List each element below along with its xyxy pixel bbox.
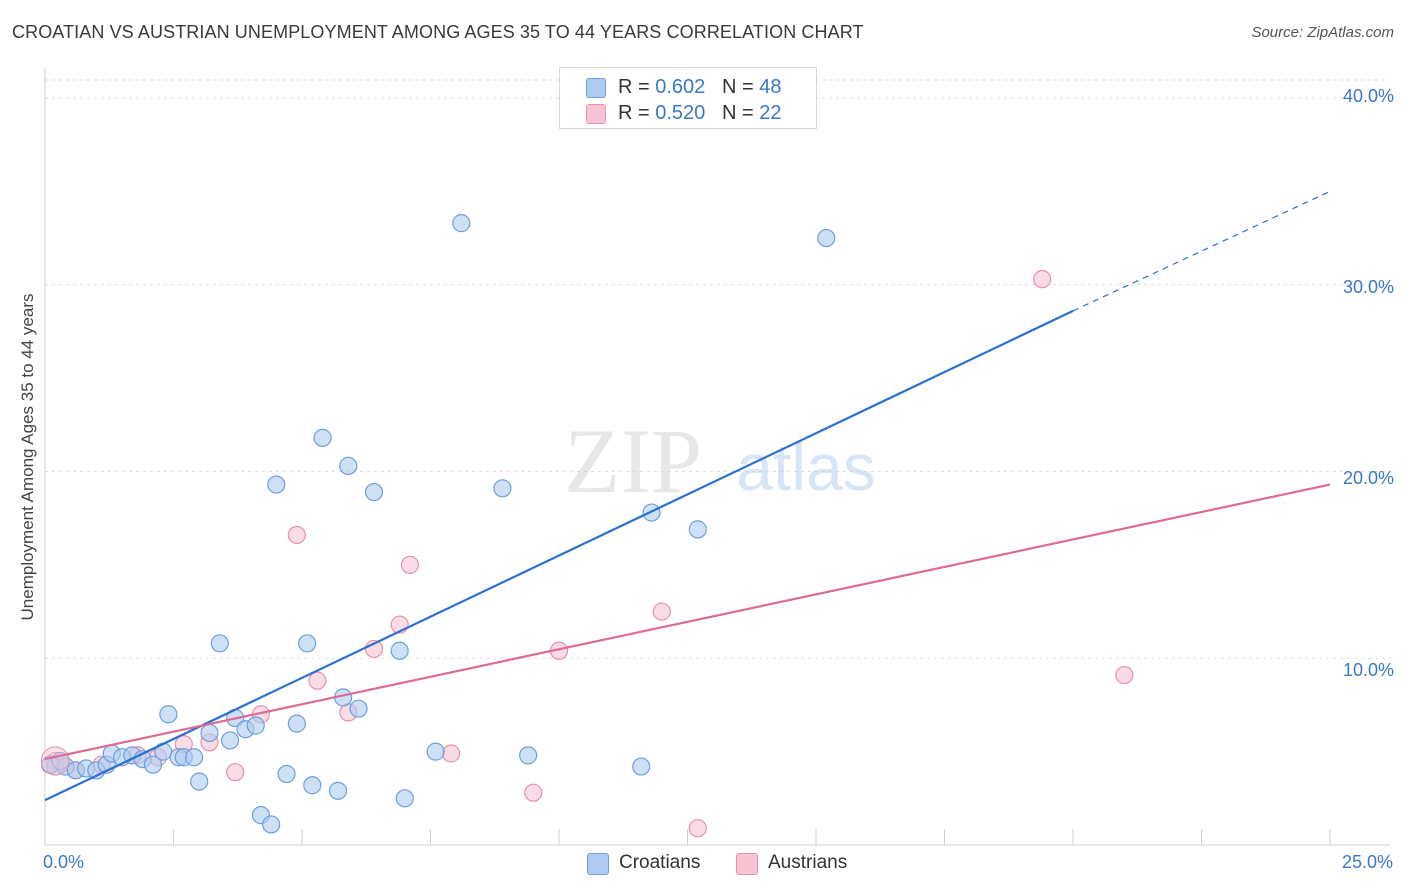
austrians-legend-label: Austrians: [768, 852, 848, 873]
grid-lines: [45, 79, 1390, 659]
croatians-point-18[interactable]: [210, 634, 229, 653]
y-tick-20: 20.0%: [1342, 468, 1394, 488]
croatians-point-10[interactable]: [143, 755, 163, 774]
croatians-point-35[interactable]: [364, 482, 384, 502]
croatians-point-26[interactable]: [277, 764, 296, 784]
croatians-point-15[interactable]: [184, 748, 204, 767]
correlation-legend: R = 0.602 N = 48 R = 0.520 N = 22: [559, 67, 817, 129]
croatians-point-17[interactable]: [200, 723, 219, 743]
trend-lines: [44, 190, 1331, 802]
austrians-points: [46, 270, 1134, 838]
austrians-trend-line: [44, 483, 1331, 761]
austrians-swatch: [586, 104, 606, 124]
croatians-r-value: 0.602: [655, 76, 706, 98]
croatians-point-16[interactable]: [190, 772, 209, 791]
croatians-point-22[interactable]: [246, 716, 265, 735]
croatians-r-label: R =: [618, 76, 656, 98]
axes: [44, 68, 1390, 846]
croatians-point-24[interactable]: [262, 815, 281, 834]
croatians-point-39[interactable]: [452, 214, 471, 233]
source-label: Source: ZipAtlas.com: [1251, 24, 1394, 41]
austrians-point-16[interactable]: [524, 783, 543, 802]
austrians-legend-swatch: [736, 853, 758, 875]
croatians-point-25[interactable]: [267, 475, 286, 494]
croatians-point-45[interactable]: [817, 228, 836, 248]
austrians-point-14[interactable]: [400, 555, 420, 574]
croatians-point-44[interactable]: [688, 520, 707, 539]
croatians-n-value: 48: [759, 76, 782, 98]
croatians-point-19[interactable]: [220, 731, 240, 750]
austrians-n-label: N =: [721, 102, 760, 124]
croatians-legend-label: Croatians: [619, 852, 701, 873]
croatians-points: [40, 214, 836, 834]
austrians-n-value: 22: [759, 102, 782, 124]
croatians-point-12[interactable]: [159, 705, 178, 724]
austrians-point-21[interactable]: [1115, 665, 1134, 685]
austrians-point-9[interactable]: [287, 525, 306, 545]
croatians-point-30[interactable]: [313, 428, 332, 447]
croatians-point-37[interactable]: [395, 789, 414, 808]
watermark-zip: ZIP: [564, 410, 702, 512]
austrians-point-18[interactable]: [652, 602, 671, 621]
austrians-point-7[interactable]: [226, 763, 245, 782]
croatians-point-34[interactable]: [349, 699, 368, 718]
croatians-point-27[interactable]: [287, 714, 306, 733]
austrians-r-value: 0.520: [655, 102, 706, 124]
y-tick-30: 30.0%: [1342, 277, 1394, 297]
croatians-legend-swatch: [587, 853, 609, 875]
croatians-swatch: [586, 78, 606, 98]
croatians-point-31[interactable]: [328, 781, 348, 800]
croatians-trend-line: [44, 309, 1074, 802]
croatians-point-43[interactable]: [632, 757, 651, 776]
croatians-point-29[interactable]: [303, 776, 322, 795]
y-tick-10: 10.0%: [1342, 660, 1394, 680]
austrians-point-15[interactable]: [441, 744, 461, 763]
watermark-atlas: atlas: [736, 430, 875, 504]
x-tick-min: 0.0%: [43, 852, 85, 872]
croatians-point-33[interactable]: [339, 456, 358, 475]
croatians-stats: R = 0.602 N = 48: [618, 76, 781, 99]
croatians-trend-extension: [1072, 190, 1331, 312]
croatians-n-label: N =: [721, 76, 760, 98]
austrians-point-19[interactable]: [688, 819, 707, 838]
austrians-point-10[interactable]: [308, 671, 327, 690]
austrians-point-20[interactable]: [1033, 270, 1052, 289]
croatians-point-41[interactable]: [519, 746, 538, 765]
y-tick-40: 40.0%: [1342, 86, 1394, 106]
x-tick-max: 25.0%: [1341, 852, 1393, 872]
croatians-point-28[interactable]: [298, 634, 317, 653]
austrians-stats: R = 0.520 N = 22: [618, 102, 781, 125]
cluster-marker: [40, 746, 70, 776]
croatians-point-38[interactable]: [426, 742, 445, 761]
croatians-point-36[interactable]: [390, 641, 409, 660]
austrians-r-label: R =: [618, 102, 656, 124]
croatians-point-40[interactable]: [493, 479, 512, 498]
chart-title: CROATIAN VS AUSTRIAN UNEMPLOYMENT AMONG …: [12, 22, 864, 42]
